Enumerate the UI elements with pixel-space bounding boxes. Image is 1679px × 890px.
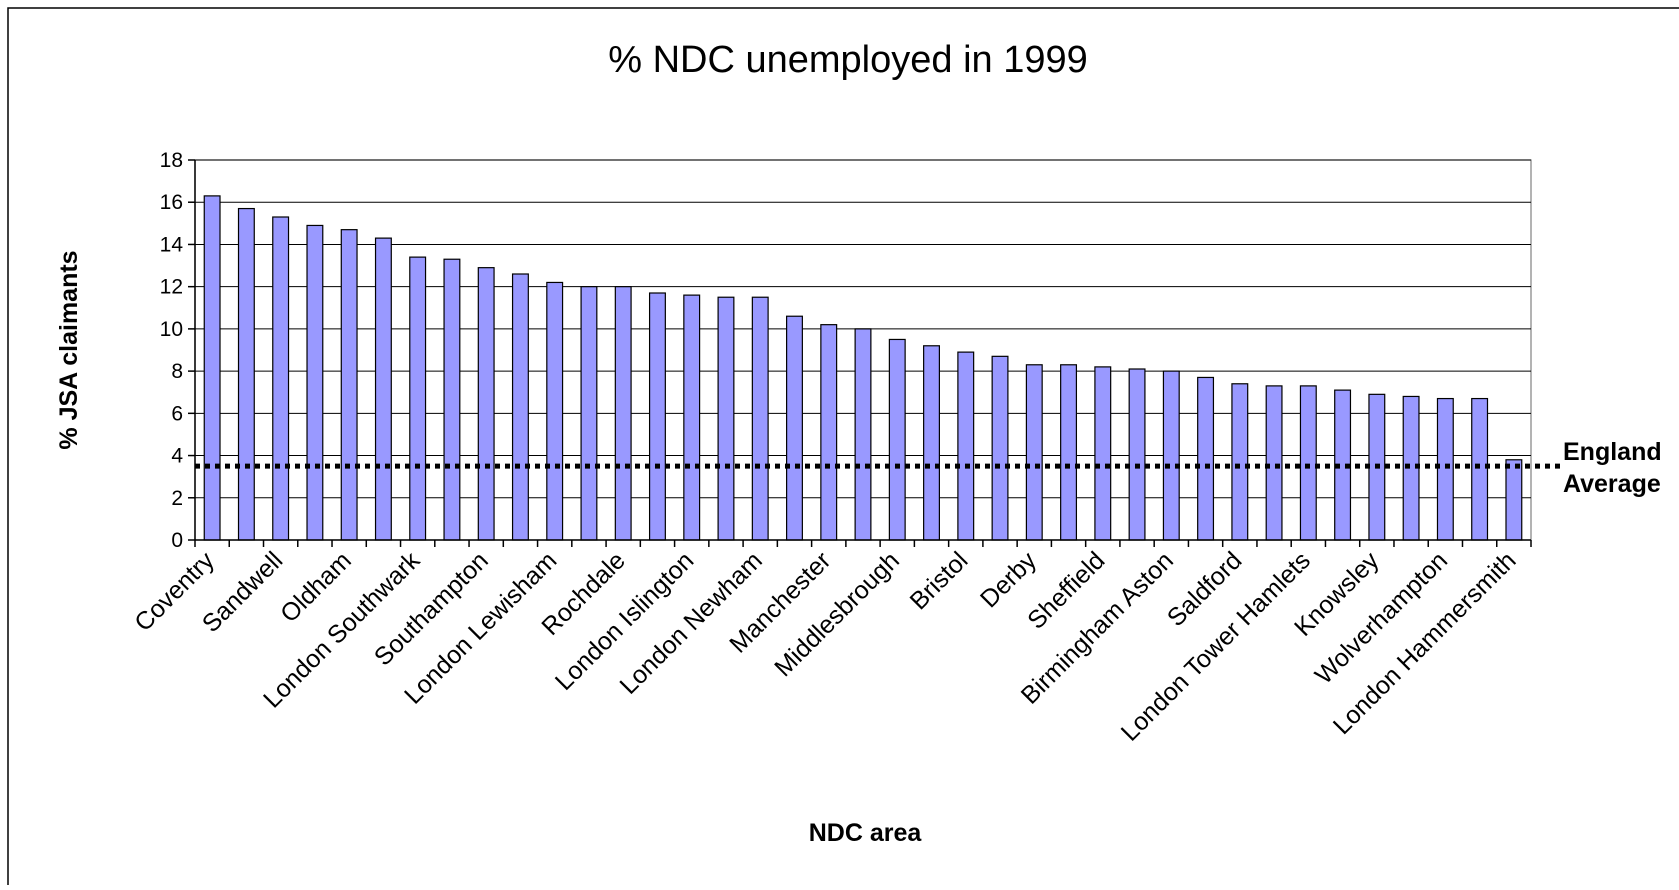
bar (1231, 383, 1249, 541)
bar (580, 286, 598, 541)
bar (1471, 397, 1489, 541)
bar (477, 267, 495, 541)
bar (683, 294, 701, 541)
bar (648, 292, 666, 541)
y-axis-ticks: 0 2 4 6 8 10 12 14 16 18 (160, 149, 195, 552)
chart-border (7, 7, 1679, 890)
bar (443, 258, 461, 541)
bar (409, 256, 427, 541)
bar (340, 229, 358, 541)
bar (511, 273, 529, 541)
x-axis-label: NDC area (809, 819, 923, 847)
y-tick-label: 14 (160, 233, 184, 256)
bar (1162, 370, 1180, 541)
bar (1436, 397, 1454, 541)
y-tick-label: 10 (160, 318, 183, 341)
y-tick-label: 0 (171, 529, 183, 552)
bar (1265, 385, 1283, 541)
bar (786, 315, 803, 541)
england-average-label-line-1: England (1563, 438, 1662, 466)
bar (374, 237, 392, 541)
bar (1299, 385, 1317, 541)
bar (957, 351, 975, 541)
bar (820, 324, 838, 541)
bar (203, 195, 221, 541)
bar (272, 216, 290, 541)
bar (237, 207, 255, 541)
bar (546, 281, 564, 541)
y-tick-label: 12 (160, 276, 183, 299)
bar (1505, 459, 1523, 541)
x-tick-label: Bristol (905, 546, 974, 615)
x-axis-ticks (194, 540, 1532, 547)
bar (991, 355, 1009, 541)
y-tick-label: 16 (160, 191, 183, 214)
bar (1128, 368, 1146, 541)
bar (888, 338, 906, 541)
x-tick-label: Middlesbrough (769, 546, 905, 682)
y-tick-label: 4 (171, 445, 183, 468)
bar (1060, 364, 1078, 541)
y-axis-label: % JSA claimants (55, 250, 83, 449)
bar (1197, 376, 1215, 541)
y-tick-label: 8 (171, 360, 183, 383)
chart-title: % NDC unemployed in 1999 (608, 39, 1088, 81)
bar (614, 286, 632, 541)
bar (306, 224, 324, 541)
bar (717, 296, 735, 541)
x-tick-label: Derby (975, 546, 1042, 613)
bar (751, 296, 769, 541)
bar (923, 345, 940, 541)
bar (1025, 364, 1043, 541)
y-tick-label: 2 (171, 487, 183, 510)
bar (1094, 366, 1112, 541)
england-average-label-line-2: Average (1563, 470, 1661, 498)
england-average-label: England Average (1563, 438, 1669, 498)
y-tick-label: 18 (160, 149, 183, 172)
bar (854, 328, 872, 541)
y-tick-label: 6 (171, 402, 183, 425)
